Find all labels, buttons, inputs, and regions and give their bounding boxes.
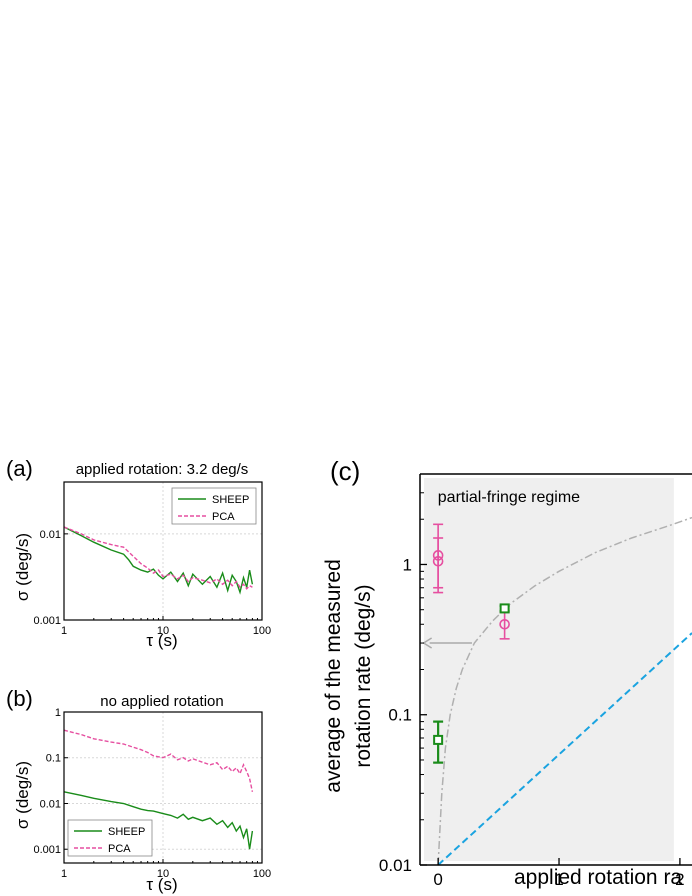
panel-c-y-tick-label: 1 [403,555,412,574]
panel-b-x-tick-label: 100 [253,868,271,880]
panel-a-plot: 1 10 100 0.001 0.01 SHEEP PCA [33,481,271,637]
panel-c-line-dash-dot [437,516,692,866]
panel-a-legend-box [171,487,257,525]
panel-a-y-tick-label: 0.001 [33,615,61,627]
panel-b-y-tick-label: 0.001 [33,844,61,856]
panel-b-series-pca [63,729,254,792]
panel-c-y-tick-label: 0.1 [388,706,412,725]
panel-b-x-tick-label: 10 [157,868,169,880]
panel-c-x-tick-label: 0 [433,870,442,889]
panel-b-plot: 1 10 100 0.001 0.01 0.1 1 SHEEP PCA [33,707,271,880]
panel-c-plot: partial-fringe regime 0.01 0.1 1 0 1 2 [379,473,692,889]
panel-b-x-tick-label: 1 [61,868,67,880]
panel-a-legend-label-sheep: SHEEP [212,494,249,506]
panel-c-point-pca [432,555,444,567]
panel-c-point-sheep [499,603,510,614]
panel-c-x-tick-label: 1 [554,870,563,889]
panel-c-shaded-region [424,478,674,861]
panel-a-xlabel: τ (s) [146,631,177,650]
panel-a-legend-label-pca: PCA [212,511,235,523]
panel-a-x-tick-label: 1 [61,625,67,637]
panel-c-label: (c) [330,456,360,486]
panel-b-y-tick-label: 0.01 [40,798,61,810]
panel-b-ylabel: σ (deg/s) [13,761,32,829]
panel-c-line-dashed [437,632,692,866]
panel-b-legend-box [67,819,153,857]
panel-c: (c) average of the measured rotation rat… [322,456,692,889]
panel-a-label: (a) [6,456,33,481]
panel-c-region-label: partial-fringe regime [438,489,580,506]
panel-b-label: (b) [6,686,33,711]
panel-c-xlabel: applied rotation ra [514,866,682,889]
panel-c-ylabel-line1: average of the measured [322,559,345,792]
panel-a-x-tick-label: 100 [253,625,271,637]
panel-b-title: no applied rotation [100,693,223,710]
panel-b-y-tick-label: 0.1 [46,753,61,765]
panel-c-point-pca [499,618,510,630]
panel-a-series-sheep [63,526,254,595]
panel-b-legend-label-pca: PCA [108,843,131,855]
panel-c-y-tick-label: 0.01 [379,856,412,875]
panel-c-point-sheep [433,734,444,745]
panel-b-series-sheep [63,791,254,850]
panel-a-title: applied rotation: 3.2 deg/s [76,461,249,478]
panel-a-y-tick-label: 0.01 [40,529,61,541]
panel-b: (b) no applied rotation τ (s) σ (deg/s) … [6,686,271,894]
panel-a: (a) applied rotation: 3.2 deg/s τ (s) σ … [6,456,271,650]
panel-c-x-tick-label: 2 [675,870,684,889]
panel-a-x-tick-label: 10 [157,625,169,637]
panel-a-series-pca [63,526,253,590]
panel-b-xlabel: τ (s) [146,875,177,894]
panel-b-legend-label-sheep: SHEEP [108,826,145,838]
panel-c-ylabel-line2: rotation rate (deg/s) [352,584,375,767]
panel-a-ylabel: σ (deg/s) [13,533,32,601]
panel-b-y-tick-label: 1 [55,707,61,719]
